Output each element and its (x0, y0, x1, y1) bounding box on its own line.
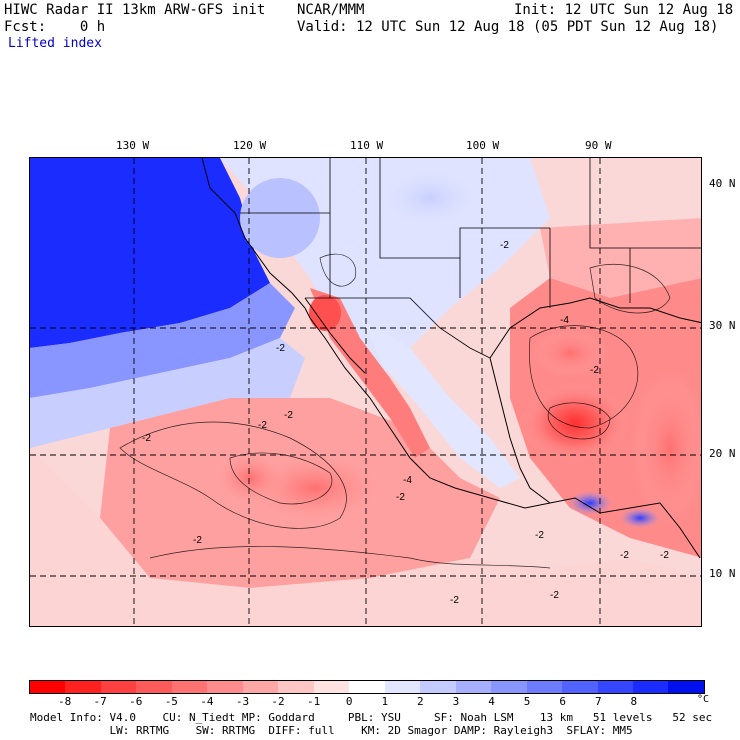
stable-region-pacific-edge (30, 283, 295, 398)
colorbar-segment (562, 681, 598, 693)
colorbar-tick-label: 2 (417, 695, 424, 708)
colorbar-tick-label: -8 (57, 695, 72, 708)
contour-label: -2 (276, 343, 285, 354)
colorbar-tick-label: 0 (345, 695, 353, 708)
colorbar-tick-label: 1 (381, 695, 389, 708)
contour-label: -2 (500, 240, 509, 251)
colorbar-tick-label: 6 (559, 695, 566, 708)
contour-label: -4 (403, 475, 412, 486)
colorbar-tick-label: -2 (271, 695, 285, 708)
contour-label-group: -2 -2 -2 -2 -2 -4 -4 -2 -2 -2 -2 -2 -2 -… (142, 240, 669, 606)
colorbar-segment (100, 681, 137, 693)
colorbar-segment (171, 681, 208, 693)
model-info-line1: Model Info: V4.0 CU: N_Tiedt MP: Goddard… (30, 711, 713, 724)
colorbar-segment (349, 681, 385, 693)
colorbar-tick-label: -7 (93, 695, 107, 708)
model-info-line2: LW: RRTMG SW: RRTMG DIFF: full KM: 2D Sm… (30, 724, 633, 737)
colorbar-tick-label: 8 (630, 695, 638, 708)
colorbar-segment (491, 681, 527, 693)
lon-label-90w: 90 W (585, 139, 612, 152)
contour-label: -2 (535, 530, 544, 541)
lat-label-20n: 20 N (709, 447, 736, 460)
contour-label: -2 (284, 410, 293, 421)
colorbar-segment (597, 681, 633, 693)
colorbar-tick-label: -6 (129, 695, 143, 708)
lon-label-110w: 110 W (350, 139, 384, 152)
run-title: HIWC Radar II 13km ARW-GFS init (4, 2, 266, 18)
institution-label: NCAR/MMM (297, 2, 365, 18)
colorbar-segment (384, 681, 421, 693)
stable-region-pacific-outer (30, 338, 305, 448)
colorbar-segment (420, 681, 456, 693)
lat-label-10n: 10 N (709, 567, 736, 580)
lat-label-30n: 30 N (709, 319, 736, 332)
colorbar-segment (207, 681, 243, 693)
contour-label: -4 (560, 315, 569, 326)
colorbar-segment (632, 681, 669, 693)
contour-label: -2 (258, 420, 267, 431)
colorbar-segment (30, 681, 66, 693)
contour-label: -2 (590, 365, 599, 376)
colorbar-tick-label: 4 (488, 695, 495, 708)
colorbar-segment (313, 681, 350, 693)
valid-time: Valid: 12 UTC Sun 12 Aug 18 (05 PDT Sun … (297, 19, 719, 35)
lifted-index-map: -2 -2 -2 -2 -2 -4 -4 -2 -2 -2 -2 -2 -2 -… (29, 157, 702, 627)
lat-label-40n: 40 N (709, 177, 736, 190)
colorbar-segment (242, 681, 279, 693)
init-time: Init: 12 UTC Sun 12 Aug 18 (514, 2, 734, 18)
field-name: Lifted index (8, 36, 102, 51)
forecast-hour: Fcst: 0 h (4, 19, 106, 35)
colorbar-segment (278, 681, 314, 693)
colorbar-segment (668, 681, 704, 693)
contour-label: -2 (142, 433, 151, 444)
contour-label: -2 (550, 590, 559, 601)
colorbar-tick-label: 5 (523, 695, 531, 708)
colorbar (29, 680, 705, 694)
contour-label: -2 (450, 595, 459, 606)
lon-label-120w: 120 W (233, 139, 267, 152)
contour-label: -2 (193, 535, 202, 546)
colorbar-tick-label: -3 (235, 695, 250, 708)
colorbar-tick-label: 3 (452, 695, 460, 708)
stable-region-mexico (360, 318, 520, 488)
colorbar-segment (455, 681, 492, 693)
colorbar-segment (136, 681, 172, 693)
contour-label: -2 (620, 550, 629, 561)
colorbar-tick-label: -1 (307, 695, 321, 708)
colorbar-segment (65, 681, 101, 693)
stable-region-pacific (30, 158, 270, 348)
graticule (30, 158, 701, 626)
lon-label-100w: 100 W (466, 139, 500, 152)
lon-label-130w: 130 W (116, 139, 150, 152)
coastlines (201, 158, 701, 559)
contour-label: -2 (660, 550, 669, 561)
colorbar-tick-label: 7 (594, 695, 602, 708)
map-canvas: -2 -2 -2 -2 -2 -4 -4 -2 -2 -2 -2 -2 -2 -… (30, 158, 701, 626)
contour-label: -2 (396, 492, 405, 503)
colorbar-tick-label: -4 (200, 695, 214, 708)
colorbar-unit: °C (697, 694, 710, 705)
colorbar-tick-label: -5 (164, 695, 178, 708)
colorbar-segment (526, 681, 563, 693)
